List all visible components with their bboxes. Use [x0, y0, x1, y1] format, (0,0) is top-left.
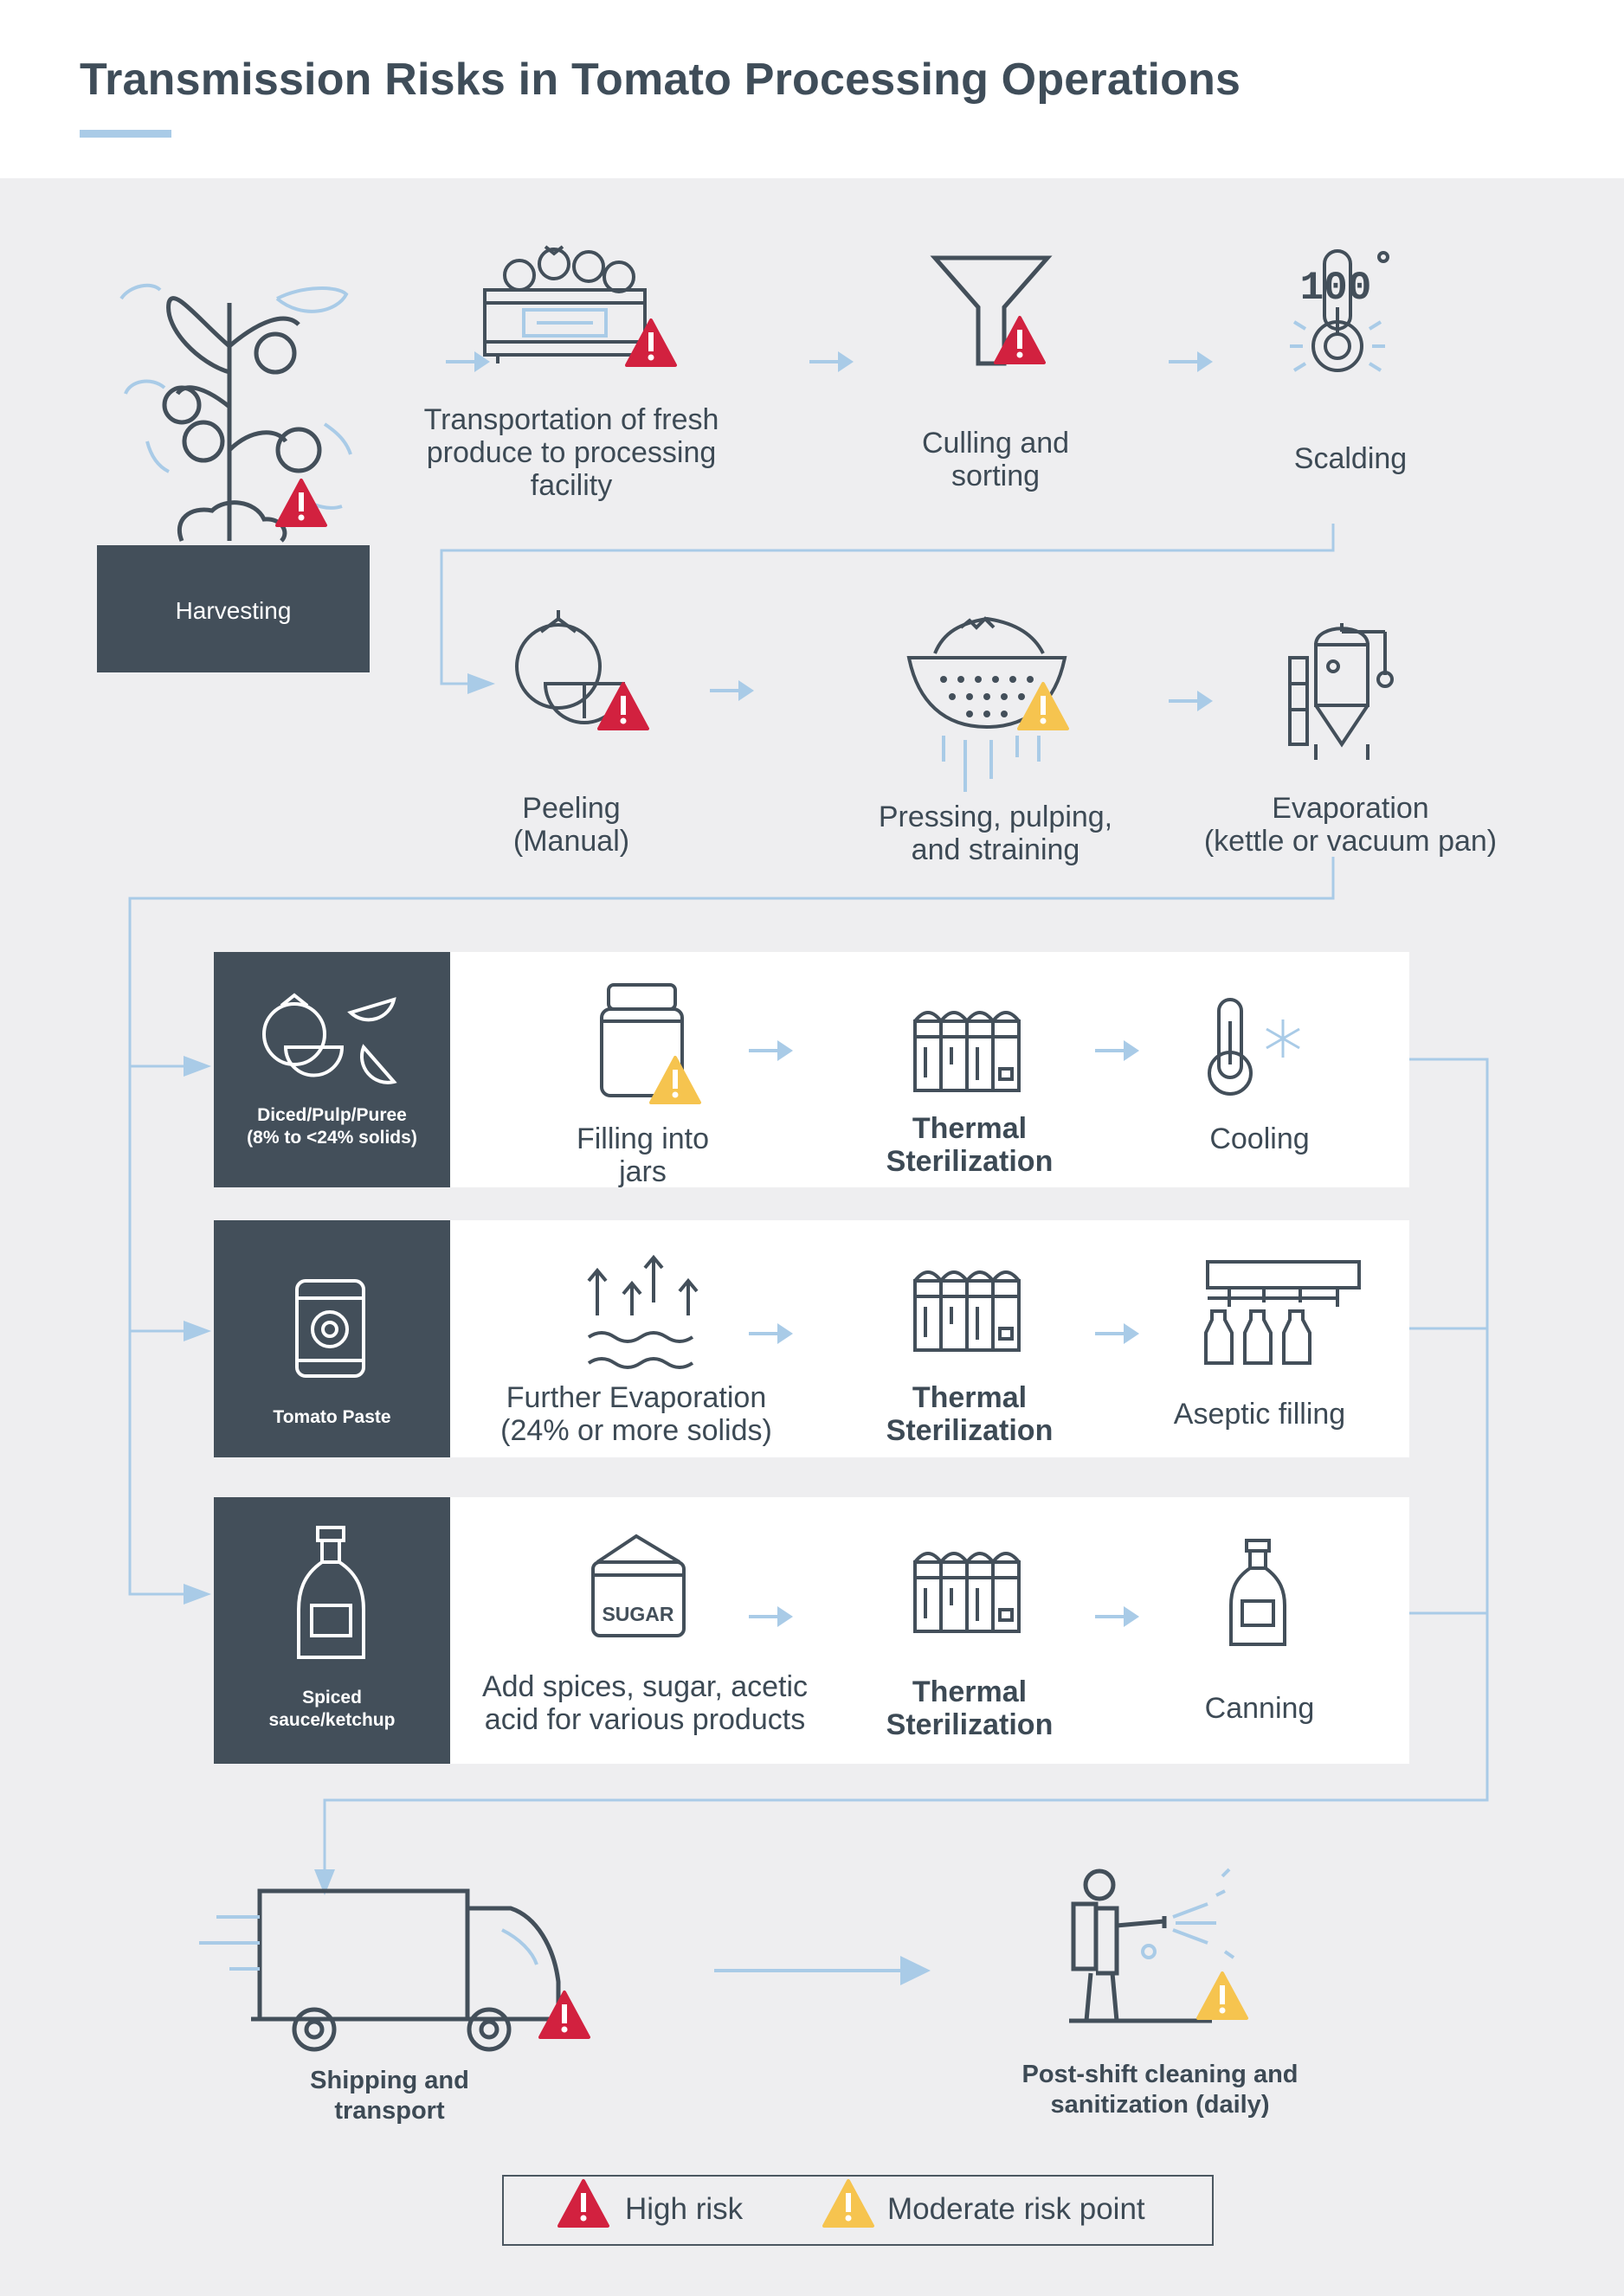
- category-sauce-label: Spiced sauce/ketchup: [268, 1688, 396, 1730]
- ketchup-bottle-icon: [297, 1526, 365, 1659]
- jar-icon: [600, 983, 684, 1097]
- scalding-label: Scalding: [1293, 442, 1408, 475]
- harvesting-label: Harvesting: [175, 597, 292, 624]
- truck-icon: [251, 1888, 561, 2052]
- shipping-label: Shipping and transport: [310, 2067, 469, 2125]
- evaporation-label: Evaporation (kettle or vacuum pan): [1203, 792, 1498, 858]
- pressing-label: Pressing, pulping, and straining: [878, 801, 1113, 866]
- transportation-label: Transportation of fresh produce to proces…: [423, 403, 719, 502]
- snowflake-icon: [1266, 1019, 1300, 1058]
- sugar-text: SUGAR: [602, 1603, 673, 1625]
- category-paste-label: Tomato Paste: [273, 1407, 391, 1427]
- canning-bottle-icon: [1229, 1539, 1286, 1646]
- tomato-paste-can-icon: [295, 1279, 365, 1378]
- add-spices-label: Add spices, sugar, acetic acid for variou…: [481, 1670, 809, 1736]
- harvesting-box: [97, 545, 370, 672]
- flow-lines: [128, 524, 1489, 1972]
- thermometer-icon: [1311, 249, 1389, 372]
- evaporator-icon: [1288, 623, 1394, 760]
- legend-moderate-label: Moderate risk point: [887, 2192, 1145, 2226]
- culling-label: Culling and sorting: [921, 427, 1070, 492]
- title-underline: [80, 130, 171, 138]
- further-evaporation-label: Further Evaporation (24% or more solids): [500, 1381, 772, 1447]
- sieve-icon: [906, 616, 1067, 730]
- aseptic-filler-icon: [1204, 1260, 1361, 1365]
- cooling-thermometer-icon: [1208, 998, 1253, 1096]
- scalding-100-text: 100: [1300, 266, 1372, 311]
- aseptic-filling-label: Aseptic filling: [1173, 1398, 1346, 1431]
- cooling-label: Cooling: [1209, 1122, 1310, 1155]
- row-paste: [450, 1220, 1409, 1457]
- filling-jars-label: Filling into jars: [576, 1122, 710, 1188]
- legend-high-label: High risk: [625, 2192, 744, 2226]
- thermal-sterilization-3-label: Thermal Sterilization: [886, 1675, 1054, 1741]
- peeling-label: Peeling (Manual): [512, 792, 630, 858]
- produce-crate-icon: [483, 245, 647, 363]
- steam-arrows-icon: [587, 1254, 699, 1369]
- diced-tomato-icon: [262, 993, 397, 1084]
- canning-label: Canning: [1204, 1692, 1315, 1725]
- thermal-sterilization-2-label: Thermal Sterilization: [886, 1381, 1054, 1447]
- row-paste-category: [214, 1220, 450, 1457]
- category-diced-label: Diced/Pulp/Puree (8% to <24% solids): [247, 1105, 417, 1148]
- thermal-sterilization-1-label: Thermal Sterilization: [886, 1112, 1054, 1178]
- sugar-bag-icon: [591, 1534, 686, 1637]
- cleaning-worker-icon: [1069, 1868, 1212, 2023]
- tomato-icon: [515, 610, 626, 724]
- cleaning-label: Post-shift cleaning and sanitization (dai…: [1021, 2061, 1299, 2119]
- page-title: Transmission Risks in Tomato Processing …: [80, 55, 1241, 105]
